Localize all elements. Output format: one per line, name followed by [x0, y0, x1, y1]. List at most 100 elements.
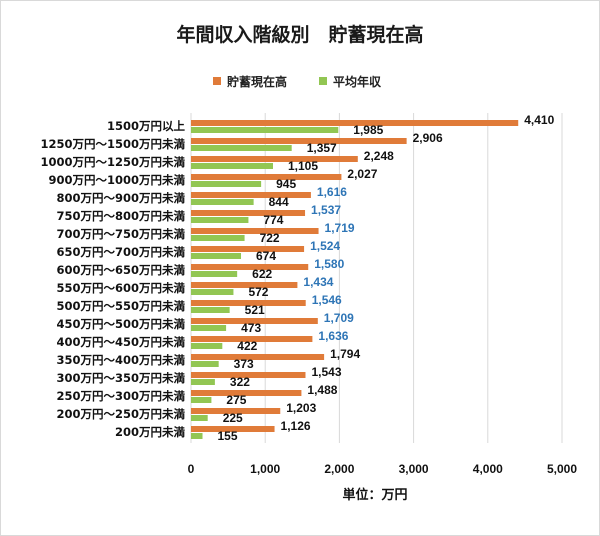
bar-income [191, 271, 238, 277]
data-label-income: 373 [234, 357, 254, 371]
bar-income [191, 433, 203, 439]
bar-savings [191, 210, 306, 216]
bar-savings [191, 336, 313, 342]
category-labels: 1500万円以上 1250万円～1500万円未満 1000万円～1250万円未満 90… [40, 119, 185, 439]
category-label: 250万円～300万円未満 [56, 389, 185, 403]
data-label-savings: 1,537 [311, 203, 341, 217]
bar-income [191, 181, 262, 187]
bar-savings [191, 300, 306, 306]
bar-income [191, 163, 273, 169]
data-label-income: 322 [230, 375, 250, 389]
data-label-income: 945 [276, 177, 296, 191]
bar-income [191, 379, 215, 385]
bar-savings [191, 120, 519, 126]
data-label-income: 844 [269, 195, 289, 209]
category-label: 700万円～750万円未満 [56, 227, 185, 241]
bar-income [191, 361, 219, 367]
legend-label-savings: 貯蓄現在高 [227, 74, 287, 89]
data-label-savings: 1,616 [317, 185, 347, 199]
data-label-income: 275 [226, 393, 246, 407]
legend-swatch-income [319, 77, 327, 85]
data-label-savings: 1,580 [314, 257, 344, 271]
x-tick-label: 5,000 [547, 462, 577, 476]
bar-income [191, 145, 292, 151]
category-label: 1250万円～1500万円未満 [40, 137, 185, 151]
category-label: 500万円～550万円未満 [56, 299, 185, 313]
bar-income [191, 235, 245, 241]
bar-income [191, 343, 223, 349]
bar-savings [191, 228, 319, 234]
data-label-savings: 1,543 [311, 365, 341, 379]
data-label-income: 155 [218, 429, 238, 443]
data-label-income: 225 [223, 411, 243, 425]
bar-income [191, 325, 227, 331]
bar-savings [191, 174, 342, 180]
data-label-savings: 1,203 [286, 401, 316, 415]
chart-title: 年間収入階級別 貯蓄現在高 [176, 23, 423, 46]
category-label: 800万円～900万円未満 [56, 191, 185, 205]
bar-savings [191, 390, 302, 396]
x-tick-label: 2,000 [324, 462, 354, 476]
data-label-savings: 1,488 [307, 383, 337, 397]
bar-savings [191, 264, 309, 270]
data-label-savings: 2,248 [364, 149, 394, 163]
category-label: 550万円～600万円未満 [56, 281, 185, 295]
data-label-income: 422 [237, 339, 257, 353]
bar-income [191, 307, 230, 313]
data-labels: 4,410 1,985 2,906 1,357 2,248 1,105 2,027 945 1,… [218, 113, 555, 443]
bar-savings [191, 318, 318, 324]
category-label: 200万円～250万円未満 [56, 407, 185, 421]
legend-label-income: 平均年収 [333, 74, 382, 89]
bar-income [191, 217, 249, 223]
bar-income [191, 289, 234, 295]
bar-income [191, 127, 339, 133]
bar-savings [191, 354, 325, 360]
x-axis-label: 単位：万円 [342, 487, 407, 503]
legend: 貯蓄現在高 平均年収 [213, 74, 382, 89]
category-label: 1000万円～1250万円未満 [40, 155, 185, 169]
category-label: 750万円～800万円未満 [56, 209, 185, 223]
legend-swatch-savings [213, 77, 221, 85]
data-label-income: 622 [252, 267, 272, 281]
x-tick-label: 0 [188, 462, 195, 476]
bar-income [191, 415, 208, 421]
data-label-savings: 1,636 [318, 329, 348, 343]
data-label-income: 674 [256, 249, 276, 263]
x-tick-labels: 0 1,000 2,000 3,000 4,000 5,000 [188, 462, 578, 476]
bar-savings [191, 426, 275, 432]
x-tick-label: 4,000 [473, 462, 503, 476]
category-label: 400万円～450万円未満 [56, 335, 185, 349]
category-label: 350万円～400万円未満 [56, 353, 185, 367]
data-label-income: 722 [260, 231, 280, 245]
bar-savings [191, 192, 311, 198]
data-label-income: 774 [263, 213, 283, 227]
bar-savings [191, 282, 298, 288]
category-label: 1500万円以上 [107, 119, 186, 133]
data-label-savings: 2,906 [413, 131, 443, 145]
category-label: 900万円～1000万円未満 [48, 173, 185, 187]
x-tick-label: 1,000 [250, 462, 280, 476]
bar-savings [191, 408, 281, 414]
data-label-income: 572 [248, 285, 268, 299]
data-label-savings: 1,524 [310, 239, 340, 253]
category-label: 450万円～500万円未満 [56, 317, 185, 331]
bar-income [191, 397, 212, 403]
bar-savings [191, 156, 358, 162]
data-label-savings: 1,709 [324, 311, 354, 325]
bar-savings [191, 138, 407, 144]
data-label-savings: 1,434 [303, 275, 333, 289]
data-label-savings: 1,126 [281, 419, 311, 433]
data-label-income: 1,985 [353, 123, 383, 137]
data-label-income: 1,357 [307, 141, 337, 155]
data-label-savings: 2,027 [347, 167, 377, 181]
bar-savings [191, 372, 306, 378]
category-label: 600万円～650万円未満 [56, 263, 185, 277]
category-label: 650万円～700万円未満 [56, 245, 185, 259]
data-label-savings: 4,410 [524, 113, 554, 127]
category-label: 200万円未満 [115, 425, 186, 439]
data-label-savings: 1,546 [312, 293, 342, 307]
bar-income [191, 199, 254, 205]
bars [191, 120, 519, 439]
